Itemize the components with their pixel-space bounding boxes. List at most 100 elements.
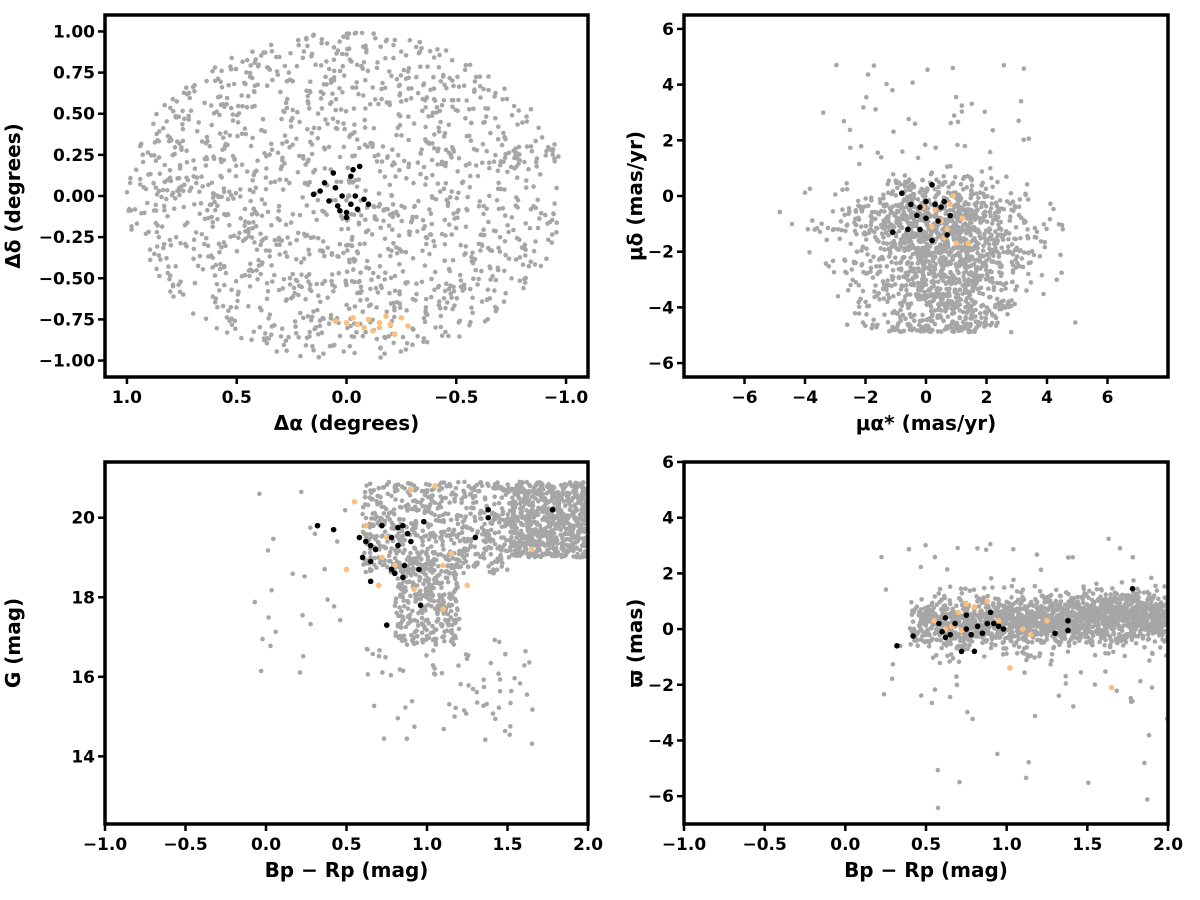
pm-field-point xyxy=(959,239,965,244)
sky-field-point xyxy=(394,300,400,305)
pm-field-point xyxy=(896,228,902,234)
sky-ytick-label: −1.00 xyxy=(39,352,95,372)
sky-field-point xyxy=(493,90,498,96)
cmd-field-point xyxy=(578,523,584,528)
pm-field-point xyxy=(872,234,878,240)
pm-field-point xyxy=(855,198,861,204)
cmd-field-point xyxy=(597,539,602,544)
sky-field-point xyxy=(184,148,189,153)
cmd-field-point xyxy=(471,505,476,511)
sky-field-point xyxy=(403,249,409,255)
sky-field-point xyxy=(556,154,561,159)
sky-field-point xyxy=(495,168,501,174)
cmd-field-point xyxy=(379,516,384,521)
sky-field-point xyxy=(358,298,363,303)
sky-field-point xyxy=(161,242,167,247)
sky-field-point xyxy=(197,189,202,194)
sky-field-point xyxy=(211,111,217,116)
pm-field-point xyxy=(847,127,853,133)
sky-field-point xyxy=(282,133,288,138)
cmd-field-point xyxy=(404,642,410,647)
pm-field-point xyxy=(865,252,870,257)
sky-field-point xyxy=(239,162,245,167)
sky-field-point xyxy=(497,249,503,254)
cmd-field-point xyxy=(547,524,553,529)
sky-field-point xyxy=(238,194,243,199)
pm-field-point xyxy=(1006,236,1011,242)
sky-field-point xyxy=(305,127,310,132)
sky-field-point xyxy=(395,125,401,130)
pm-field-point xyxy=(968,278,974,284)
sky-ytick-label: 0.50 xyxy=(53,105,95,125)
cmd-field-point xyxy=(467,492,473,497)
cmd-field-point xyxy=(477,488,482,494)
sky-field-point xyxy=(456,155,462,161)
cmd-field-point xyxy=(464,552,470,558)
pm-field-point xyxy=(1025,236,1031,241)
sky-field-point xyxy=(355,250,361,256)
pm-member-point xyxy=(914,212,920,219)
sky-field-point xyxy=(420,218,426,223)
pm-field-point xyxy=(1008,214,1013,219)
cmd-field-point xyxy=(567,522,573,527)
cmd-field-point xyxy=(371,703,377,709)
sky-field-point xyxy=(395,152,401,158)
cmd-field-point xyxy=(521,490,527,496)
pm-field-point xyxy=(958,196,963,201)
sky-field-point xyxy=(321,91,326,97)
pm-member-point xyxy=(935,218,941,224)
sky-field-points xyxy=(124,30,561,360)
sky-field-point xyxy=(413,44,419,50)
pm-field-point xyxy=(876,212,882,217)
sky-field-point xyxy=(240,59,245,65)
sky-secondary-points xyxy=(332,313,411,338)
pm-field-point xyxy=(979,303,984,309)
pm-field-point xyxy=(1026,250,1031,255)
pm-field-point xyxy=(982,232,987,237)
sky-field-point xyxy=(446,150,452,155)
pm-field-point xyxy=(895,203,901,208)
pm-field-point xyxy=(938,296,944,302)
sky-field-point xyxy=(364,47,369,52)
sky-field-point xyxy=(301,49,307,54)
sky-field-point xyxy=(250,225,255,231)
sky-field-point xyxy=(387,212,393,217)
sky-field-point xyxy=(253,224,259,229)
pm-field-point xyxy=(893,310,898,316)
sky-field-point xyxy=(325,121,330,127)
cmd-field-point xyxy=(440,593,445,599)
pm-field-point xyxy=(1034,229,1040,235)
pm-field-point xyxy=(789,221,795,227)
cmd-field-point xyxy=(444,556,449,562)
pm-field-point xyxy=(909,261,915,266)
cmd-field-point xyxy=(381,736,387,741)
sky-field-point xyxy=(432,287,437,293)
sky-field-point xyxy=(451,83,456,89)
cmd-field-point xyxy=(589,529,594,534)
sky-field-point xyxy=(232,157,237,162)
pm-field-point xyxy=(838,219,844,224)
cmd-field-point xyxy=(599,481,604,486)
cmd-field-point xyxy=(598,548,603,553)
pm-member-point xyxy=(938,204,944,210)
sky-field-point xyxy=(233,163,239,168)
cmd-field-point xyxy=(446,533,452,538)
sky-field-point xyxy=(441,98,447,103)
sky-field-point xyxy=(346,242,351,248)
sky-field-point xyxy=(501,130,506,136)
sky-field-point xyxy=(341,250,346,256)
cmd-field-point xyxy=(400,542,406,547)
cmd-field-point xyxy=(412,504,418,510)
sky-field-point xyxy=(384,155,390,161)
sky-field-point xyxy=(502,187,507,192)
sky-field-point xyxy=(244,70,249,75)
sky-field-point xyxy=(262,337,267,343)
sky-field-point xyxy=(263,186,269,192)
pm-xtick-label: 4 xyxy=(1041,388,1053,408)
sky-field-point xyxy=(354,184,360,190)
sky-field-point xyxy=(198,201,204,206)
cmd-field-point xyxy=(601,548,606,553)
cmd-field-point xyxy=(423,608,428,613)
pm-field-point xyxy=(889,259,894,265)
sky-field-point xyxy=(304,35,309,41)
